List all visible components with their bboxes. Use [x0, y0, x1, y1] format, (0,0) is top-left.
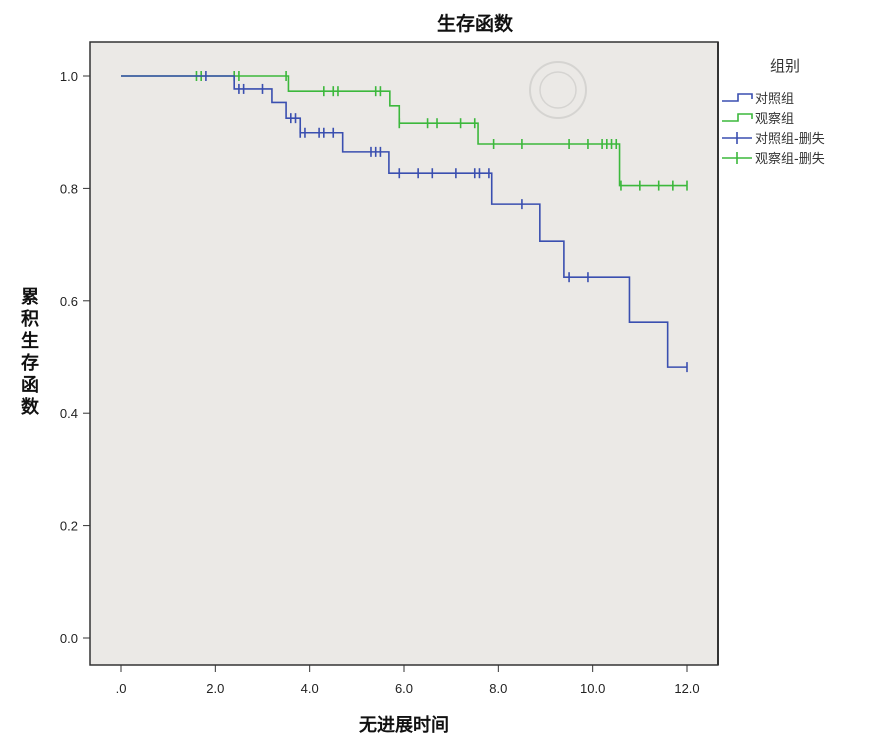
- legend-line-swatch: [722, 113, 753, 122]
- legend-title: 组别: [770, 57, 800, 75]
- y-axis-label-char: 函: [21, 375, 39, 396]
- series-layer: [121, 71, 688, 373]
- legend-entry: 对照组-删失: [755, 132, 825, 147]
- y-tick-label: 0.4: [60, 406, 78, 421]
- watermark-logo: [529, 61, 587, 119]
- y-tick-label: 1.0: [60, 69, 78, 84]
- axes: .0 2.0 4.0 6.0 8.0 10.0 12.0 0.0 0.2 0.4 0.6 0.8 1.0: [60, 69, 700, 696]
- chart-title: 生存函数: [437, 12, 514, 35]
- survival-curve: [121, 75, 687, 187]
- legend-entry: 观察组-删失: [755, 152, 825, 167]
- legend-entry: 对照组: [755, 92, 794, 107]
- y-tick-label: 0.2: [60, 519, 78, 534]
- x-tick-label: 6.0: [395, 681, 413, 696]
- x-tick-label: 8.0: [489, 681, 507, 696]
- x-tick-label: .0: [116, 681, 127, 696]
- y-axis-label-char: 数: [21, 396, 40, 418]
- x-tick-label: 12.0: [674, 681, 699, 696]
- y-axis-label-char: 累: [21, 287, 39, 308]
- x-tick-label: 4.0: [301, 681, 319, 696]
- x-tick-label: 2.0: [206, 681, 224, 696]
- x-tick-label: 10.0: [580, 681, 605, 696]
- legend-line-swatch: [722, 93, 753, 102]
- y-axis-label-char: 积: [21, 309, 39, 330]
- y-tick-label: 0.8: [60, 181, 78, 196]
- legend-entry: 观察组: [755, 112, 794, 127]
- y-axis-label-char: 存: [21, 352, 39, 374]
- x-axis-label: 无进展时间: [359, 715, 449, 736]
- survival-curve: [121, 75, 687, 368]
- plot-area: [89, 41, 719, 666]
- y-tick-label: 0.6: [60, 294, 78, 309]
- y-tick-label: 0.0: [60, 631, 78, 646]
- y-axis-label-char: 生: [21, 330, 39, 352]
